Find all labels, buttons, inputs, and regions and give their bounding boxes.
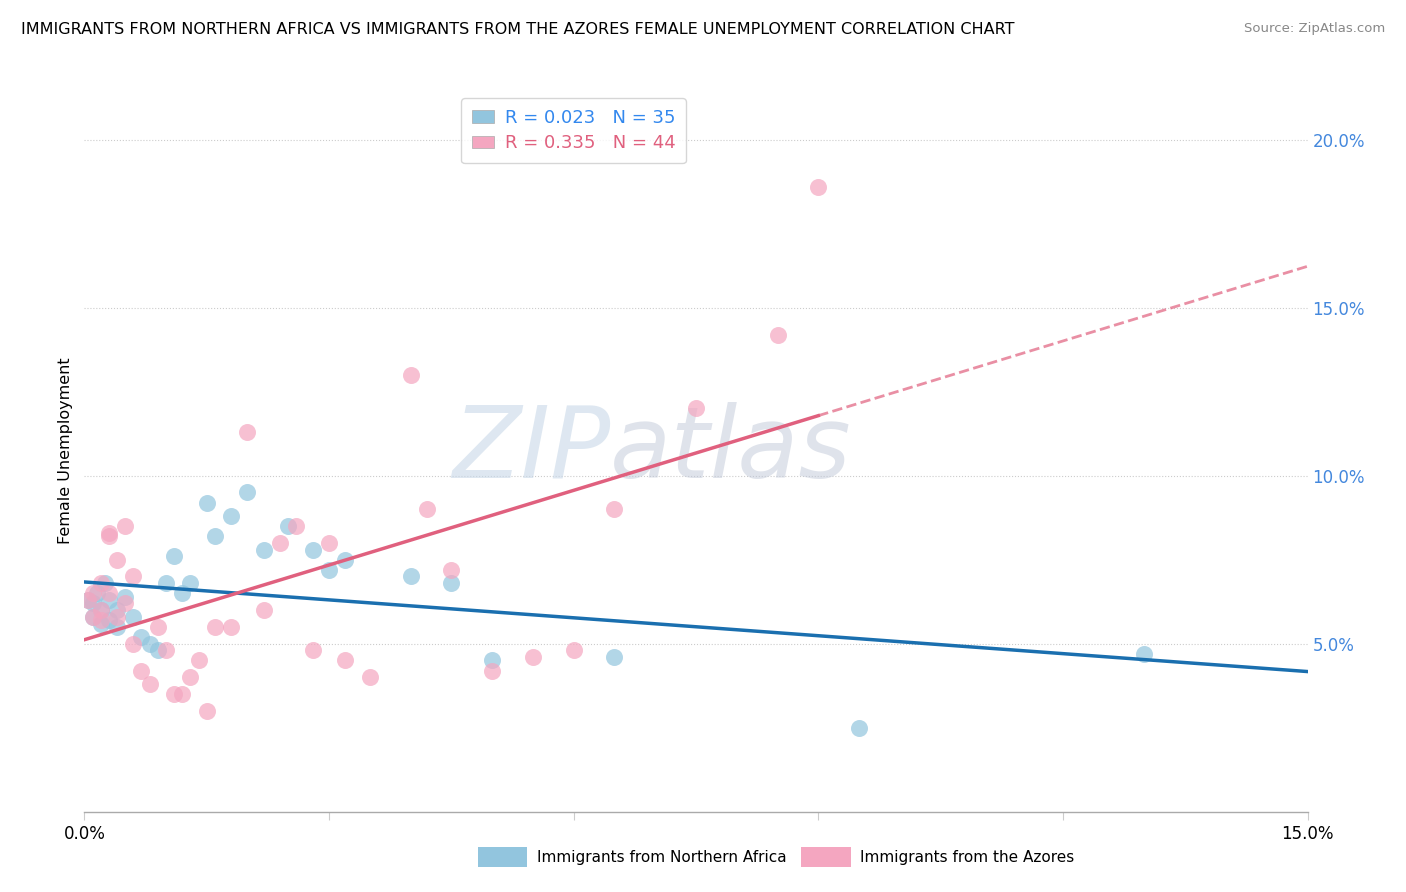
Point (163, 549, 186, 564)
Legend: R = 0.023   N = 35, R = 0.335   N = 44: R = 0.023 N = 35, R = 0.335 N = 44 (461, 98, 686, 163)
Point (187, 653, 209, 667)
Point (440, 576, 463, 591)
Point (219, 508, 242, 523)
Point (122, 609, 145, 624)
Point (179, 576, 201, 591)
Point (114, 590, 136, 604)
Point (204, 529, 226, 543)
Point (163, 687, 186, 701)
Point (97, 525, 120, 540)
Point (86, 586, 108, 600)
Point (301, 542, 323, 557)
Point (285, 519, 308, 533)
Y-axis label: Female Unemployment: Female Unemployment (58, 357, 73, 544)
Point (93, 576, 115, 591)
Point (848, 721, 870, 735)
Text: ZIP: ZIP (453, 402, 610, 499)
Point (97, 613, 120, 627)
FancyBboxPatch shape (801, 847, 851, 867)
Point (399, 368, 422, 382)
Point (481, 653, 503, 667)
Point (318, 536, 340, 550)
Point (146, 643, 169, 657)
Point (562, 643, 585, 657)
Point (82, 586, 104, 600)
Text: IMMIGRANTS FROM NORTHERN AFRICA VS IMMIGRANTS FROM THE AZORES FEMALE UNEMPLOYMEN: IMMIGRANTS FROM NORTHERN AFRICA VS IMMIG… (21, 22, 1015, 37)
Text: Source: ZipAtlas.com: Source: ZipAtlas.com (1244, 22, 1385, 36)
Point (138, 677, 160, 691)
Point (318, 563, 340, 577)
Point (359, 670, 381, 684)
Point (155, 643, 177, 657)
Point (105, 609, 128, 624)
Point (440, 563, 463, 577)
Point (236, 425, 259, 439)
Point (301, 643, 323, 657)
Point (146, 620, 169, 634)
Point (685, 401, 707, 416)
Point (105, 603, 128, 617)
Point (138, 637, 160, 651)
Point (172, 586, 194, 600)
Point (522, 650, 544, 665)
Point (114, 519, 136, 533)
Point (253, 542, 276, 557)
Point (131, 664, 153, 678)
Point (603, 650, 626, 665)
Point (90, 603, 112, 617)
Text: Immigrants from the Azores: Immigrants from the Azores (860, 850, 1074, 864)
Point (277, 519, 299, 533)
Point (399, 569, 422, 583)
Point (122, 637, 145, 651)
Point (766, 327, 789, 342)
Point (1133, 647, 1156, 661)
Point (97, 529, 120, 543)
Point (172, 687, 194, 701)
Point (105, 552, 128, 566)
Point (131, 630, 153, 644)
Point (82, 609, 104, 624)
Point (77, 593, 100, 607)
Point (195, 704, 218, 718)
Point (105, 620, 128, 634)
Point (253, 603, 276, 617)
Text: atlas: atlas (610, 402, 852, 499)
Point (219, 620, 242, 634)
Point (195, 495, 218, 509)
Point (481, 664, 503, 678)
Point (82, 596, 104, 610)
Point (77, 593, 100, 607)
Point (82, 609, 104, 624)
Point (179, 670, 201, 684)
Point (114, 596, 136, 610)
Point (97, 593, 120, 607)
FancyBboxPatch shape (478, 847, 527, 867)
Point (97, 586, 120, 600)
Point (603, 502, 626, 516)
Point (90, 616, 112, 631)
Point (122, 569, 145, 583)
Point (90, 576, 112, 591)
Point (416, 502, 439, 516)
Point (335, 653, 357, 667)
Point (236, 485, 259, 500)
Point (155, 576, 177, 591)
Point (269, 536, 291, 550)
Point (335, 552, 357, 566)
Point (204, 620, 226, 634)
Point (807, 179, 830, 194)
Text: Immigrants from Northern Africa: Immigrants from Northern Africa (537, 850, 787, 864)
Point (90, 603, 112, 617)
Point (90, 613, 112, 627)
